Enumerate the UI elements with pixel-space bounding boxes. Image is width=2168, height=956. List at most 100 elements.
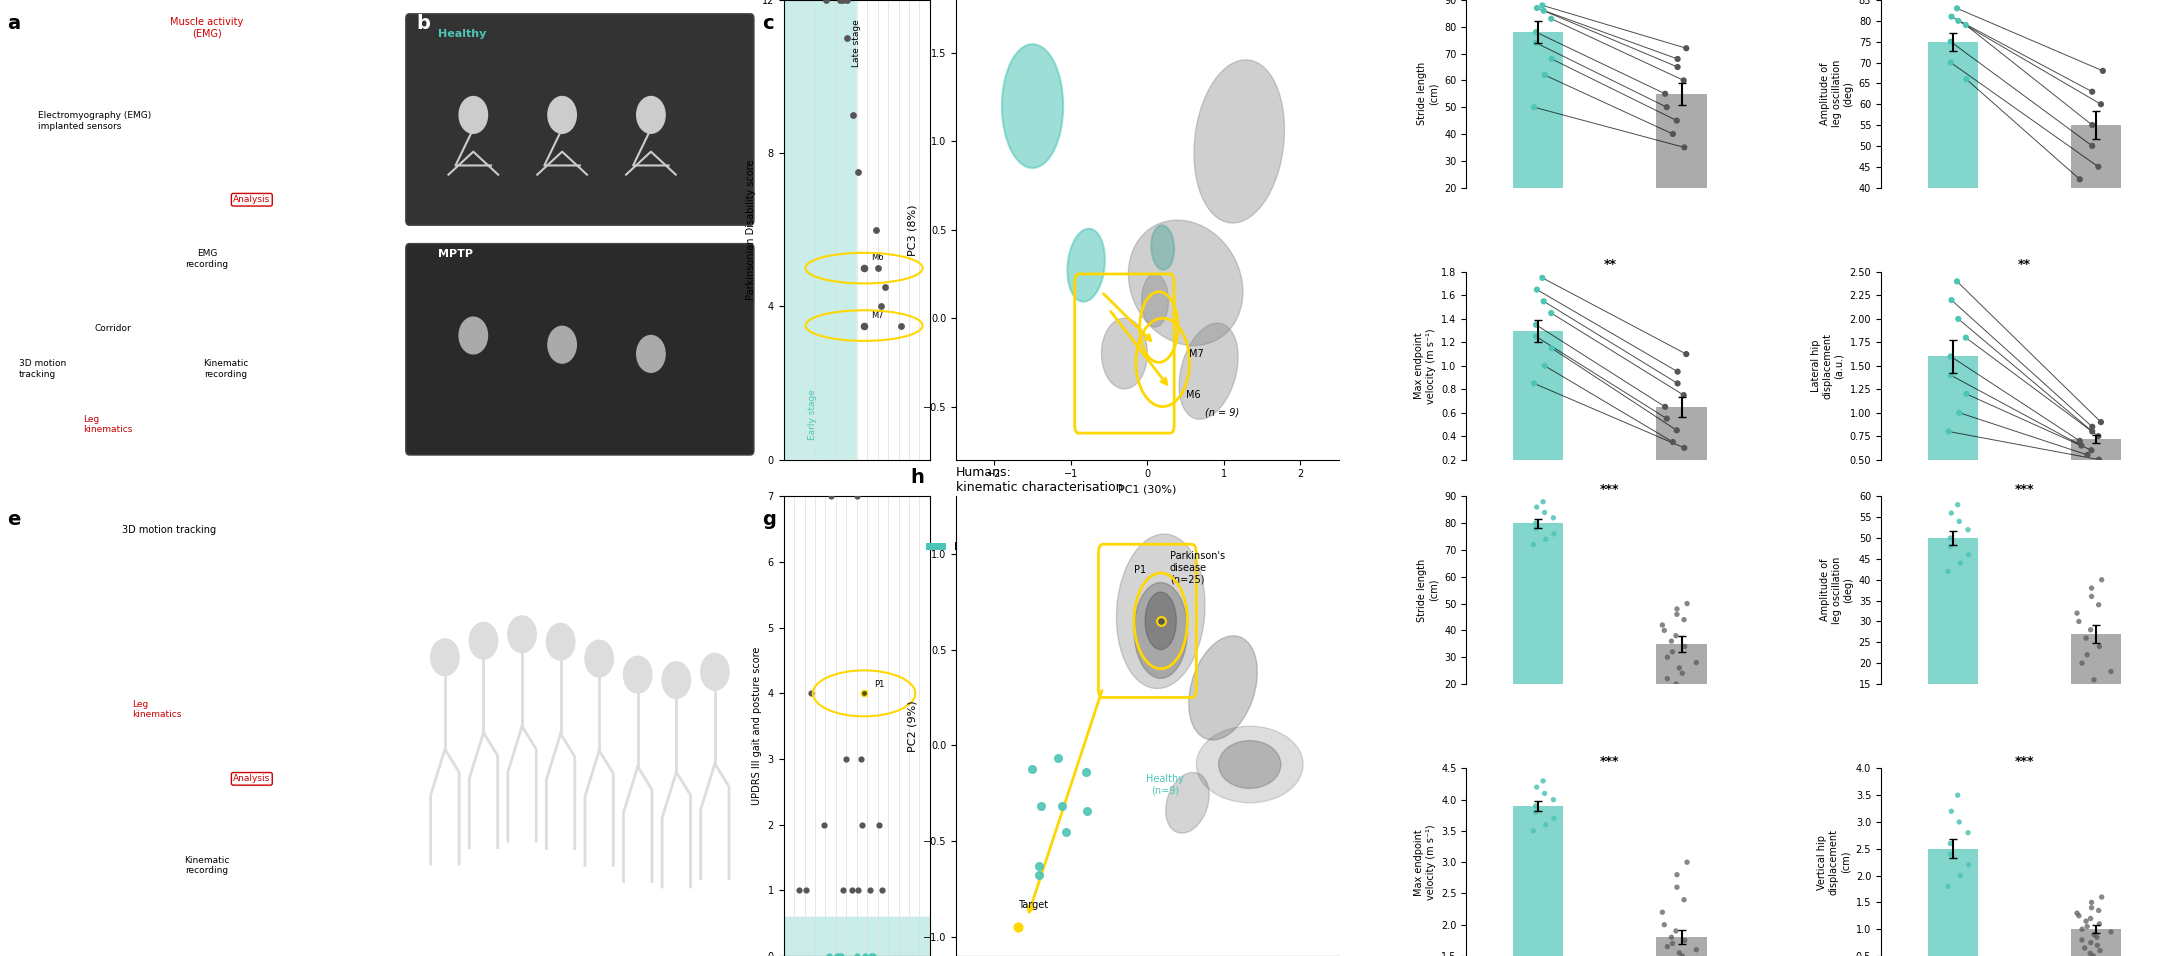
Text: Leg
kinematics: Leg kinematics bbox=[132, 700, 180, 719]
Text: EMG
recording: EMG recording bbox=[184, 250, 228, 269]
Point bbox=[824, 948, 859, 956]
Point bbox=[835, 107, 869, 122]
Ellipse shape bbox=[1143, 274, 1169, 327]
Point bbox=[1537, 511, 1572, 526]
Point bbox=[2073, 935, 2107, 950]
Circle shape bbox=[637, 97, 666, 133]
Point bbox=[1943, 868, 1977, 883]
Point bbox=[1940, 788, 1975, 803]
Point bbox=[1659, 628, 1693, 643]
FancyBboxPatch shape bbox=[783, 917, 930, 956]
Point bbox=[1526, 3, 1561, 18]
Point bbox=[2075, 419, 2109, 434]
Point bbox=[2073, 951, 2107, 956]
Point bbox=[1021, 868, 1056, 883]
Text: Leg
kinematics: Leg kinematics bbox=[82, 415, 132, 434]
Ellipse shape bbox=[1117, 534, 1205, 688]
Point bbox=[861, 260, 895, 275]
Point bbox=[2073, 945, 2107, 956]
Point bbox=[1661, 867, 1695, 882]
Point bbox=[1934, 9, 1969, 24]
Point bbox=[1934, 804, 1969, 819]
Point bbox=[2081, 916, 2116, 931]
Point bbox=[1652, 687, 1687, 703]
Text: **: ** bbox=[2018, 258, 2031, 272]
Circle shape bbox=[431, 639, 460, 676]
Text: f: f bbox=[416, 511, 425, 530]
Point bbox=[1654, 644, 1689, 660]
Point bbox=[2070, 919, 2105, 934]
Text: M6: M6 bbox=[1186, 390, 1201, 400]
Point bbox=[865, 882, 900, 898]
Point bbox=[2075, 443, 2109, 458]
Y-axis label: Stride length
(cm): Stride length (cm) bbox=[1418, 558, 1440, 621]
Text: MPTP: MPTP bbox=[438, 250, 473, 259]
Point bbox=[1669, 855, 1704, 870]
Ellipse shape bbox=[1195, 60, 1283, 223]
Point bbox=[1661, 364, 1695, 380]
Point bbox=[1951, 522, 1986, 537]
Point bbox=[841, 164, 876, 180]
Point bbox=[2077, 927, 2112, 943]
Point bbox=[2060, 605, 2094, 620]
Point bbox=[2079, 929, 2114, 945]
Point bbox=[2081, 598, 2116, 613]
Text: 3D motion tracking: 3D motion tracking bbox=[121, 525, 217, 535]
Point bbox=[1535, 340, 1570, 356]
FancyBboxPatch shape bbox=[405, 13, 754, 226]
Text: Corridor: Corridor bbox=[93, 324, 130, 333]
Y-axis label: Stride length
(cm): Stride length (cm) bbox=[1418, 62, 1440, 125]
Text: c: c bbox=[761, 13, 774, 33]
Circle shape bbox=[549, 97, 577, 133]
Point bbox=[1667, 933, 1702, 948]
Point bbox=[1654, 936, 1689, 951]
Point bbox=[1949, 17, 1984, 33]
Point bbox=[1667, 639, 1702, 654]
Point bbox=[2064, 932, 2099, 947]
Point bbox=[1526, 505, 1561, 520]
Point bbox=[1518, 376, 1552, 391]
Point bbox=[2060, 905, 2094, 921]
Point bbox=[1951, 858, 1986, 873]
Point bbox=[2070, 647, 2105, 663]
Point bbox=[1934, 539, 1969, 554]
Point bbox=[861, 817, 895, 833]
Point bbox=[2075, 118, 2109, 133]
Point bbox=[820, 948, 854, 956]
Point bbox=[1667, 892, 1702, 907]
Text: M7: M7 bbox=[872, 311, 885, 320]
Point bbox=[2075, 424, 2109, 439]
Point bbox=[1932, 424, 1966, 439]
Point bbox=[1659, 607, 1693, 622]
Point bbox=[839, 948, 874, 956]
Point bbox=[2079, 681, 2114, 696]
Point bbox=[1949, 72, 1984, 87]
Point bbox=[822, 948, 856, 956]
Ellipse shape bbox=[1218, 741, 1281, 789]
Point bbox=[1518, 798, 1552, 814]
Point bbox=[2062, 908, 2096, 923]
Point bbox=[1656, 434, 1691, 449]
Point bbox=[835, 882, 869, 898]
Point bbox=[1656, 126, 1691, 141]
Point bbox=[2079, 938, 2114, 953]
Bar bbox=[1513, 33, 1563, 241]
Text: b: b bbox=[416, 13, 429, 33]
Point bbox=[1663, 661, 1698, 676]
Point bbox=[1520, 779, 1554, 794]
Text: P1: P1 bbox=[874, 680, 885, 688]
Point bbox=[1654, 634, 1689, 649]
Y-axis label: PC2 (9%): PC2 (9%) bbox=[906, 701, 917, 752]
Point bbox=[1533, 305, 1567, 320]
Point bbox=[1526, 773, 1561, 789]
Point bbox=[1667, 140, 1702, 155]
Point bbox=[867, 279, 902, 294]
Point bbox=[811, 948, 846, 956]
Point bbox=[848, 685, 882, 701]
Point bbox=[806, 817, 841, 833]
Bar bbox=[2070, 125, 2120, 355]
Point bbox=[1520, 35, 1554, 51]
Point bbox=[2077, 948, 2112, 956]
Y-axis label: PC3 (8%): PC3 (8%) bbox=[906, 204, 917, 255]
Text: P1: P1 bbox=[1134, 565, 1147, 575]
